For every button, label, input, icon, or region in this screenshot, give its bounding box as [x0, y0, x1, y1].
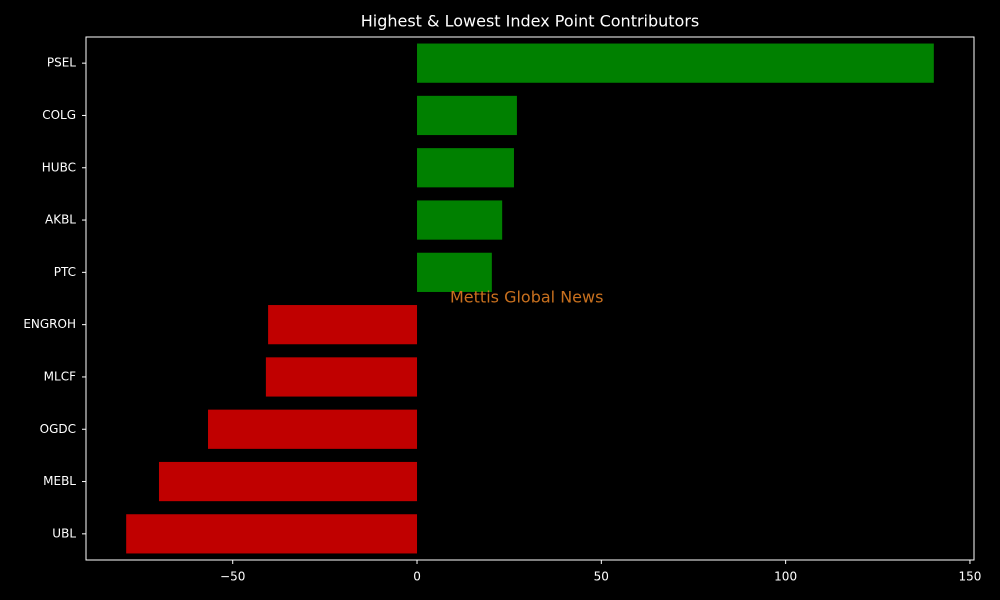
watermark: Mettis Global News: [450, 288, 603, 307]
bar: [126, 514, 418, 554]
x-tick-label: 150: [958, 570, 981, 584]
y-tick-label: HUBC: [42, 160, 76, 174]
x-tick-label: 100: [774, 570, 797, 584]
bar: [417, 148, 514, 188]
y-tick-label: MEBL: [43, 474, 76, 488]
x-tick-label: −50: [220, 570, 245, 584]
bar: [417, 43, 934, 83]
bar: [265, 357, 418, 397]
y-tick-label: OGDC: [40, 422, 76, 436]
y-tick-label: MLCF: [44, 369, 76, 383]
x-tick-label: 0: [413, 570, 421, 584]
y-tick-label: AKBL: [45, 213, 76, 227]
bar: [268, 305, 418, 345]
y-tick-label: PSEL: [47, 56, 76, 70]
y-tick-label: ENGROH: [23, 317, 76, 331]
bar: [158, 461, 418, 502]
bar: [417, 252, 492, 292]
y-tick-label: COLG: [42, 108, 76, 122]
chart-title: Highest & Lowest Index Point Contributor…: [361, 12, 700, 31]
y-tick-label: PTC: [54, 265, 76, 279]
bar: [417, 200, 503, 240]
bar: [417, 95, 517, 136]
plot-frame: [85, 36, 975, 561]
bar: [208, 409, 418, 449]
y-tick-label: UBL: [52, 526, 76, 540]
x-tick-label: 50: [594, 570, 609, 584]
